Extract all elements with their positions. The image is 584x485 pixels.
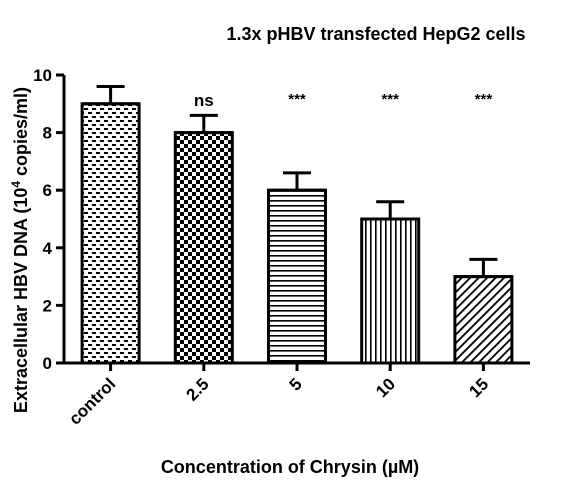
- y-axis-label: Extracellular HBV DNA (104 copies/ml): [9, 87, 31, 413]
- bar: [267, 188, 327, 365]
- bar: [360, 217, 421, 365]
- y-tick-label: 8: [43, 124, 52, 143]
- significance-label: ***: [475, 91, 493, 108]
- bar: [453, 275, 514, 365]
- y-axis-label-main: Extracellular HBV DNA (10: [11, 188, 31, 413]
- x-tick-label: 15: [465, 374, 492, 401]
- bar: [80, 102, 141, 365]
- x-tick-label: 5: [286, 374, 306, 394]
- chart-title: 1.3x pHBV transfected HepG2 cells: [226, 24, 525, 44]
- x-tick-label: control: [65, 374, 119, 428]
- x-axis-label: Concentration of Chrysin (µM): [161, 457, 419, 477]
- y-tick-label: 6: [43, 181, 52, 200]
- y-tick-label: 10: [33, 66, 52, 85]
- significance-label: ns: [194, 91, 214, 110]
- y-tick-label: 2: [43, 296, 52, 315]
- x-tick-label: 2.5: [182, 374, 212, 404]
- plot-area: 0 2 4 6 8 10 control 2.5 ns 5 *** 10 *** 15 ***: [33, 66, 530, 429]
- bar: [173, 131, 234, 365]
- significance-label: ***: [288, 91, 306, 108]
- y-tick-label: 4: [43, 239, 53, 258]
- y-tick-label: 0: [43, 354, 52, 373]
- y-axis-label-sup: 4: [9, 181, 23, 188]
- x-tick-label: 10: [372, 374, 399, 401]
- y-axis-label-tail: copies/ml): [11, 87, 31, 181]
- significance-label: ***: [381, 91, 399, 108]
